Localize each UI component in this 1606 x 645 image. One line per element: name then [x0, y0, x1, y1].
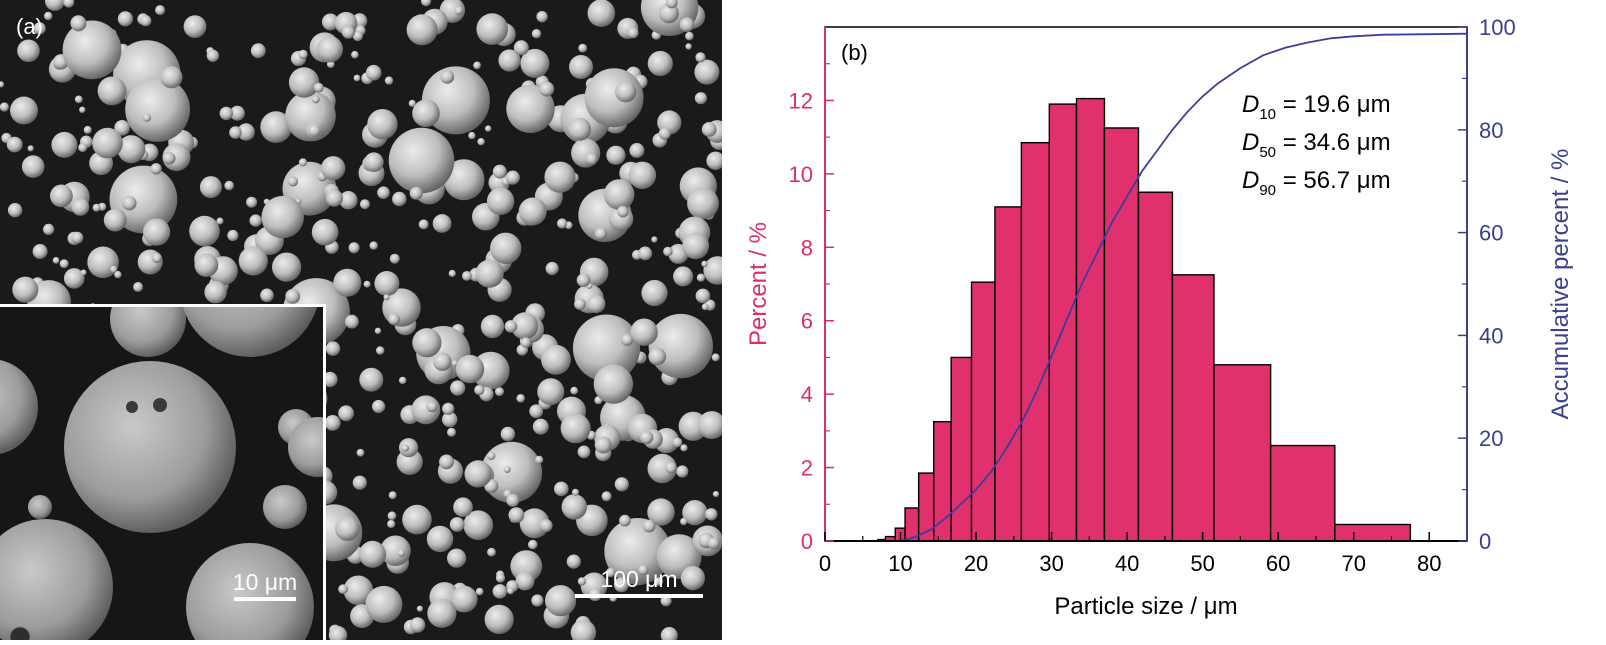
x-tick-label: 80	[1417, 551, 1441, 576]
panel-label-a: (a)	[16, 14, 43, 39]
d50-subscript: 50	[1259, 144, 1276, 161]
sem-micrograph-panel: (a) 10 μm 100 μm	[0, 0, 722, 640]
main-scale-bar: 100 μm	[572, 566, 706, 598]
d-value-annotations: D10 = 19.6 μm D50 = 34.6 μm D90 = 56.7 μ…	[1242, 91, 1391, 199]
main-scale-label: 100 μm	[600, 566, 678, 592]
inset-micrograph-image	[0, 307, 323, 640]
cumulative-curve	[900, 32, 1468, 542]
x-tick-label: 70	[1341, 551, 1365, 576]
x-tick-label: 20	[964, 551, 988, 576]
histogram-bar	[970, 281, 996, 542]
inset-scale-label: 10 μm	[232, 569, 298, 595]
d50-value: = 34.6 μm	[1276, 129, 1391, 156]
histogram-bar	[1334, 523, 1412, 542]
y-left-tick-label: 0	[801, 529, 813, 554]
y-left-tick-label: 12	[789, 88, 813, 113]
y-left-tick-label: 8	[801, 235, 813, 260]
x-tick-label: 60	[1266, 551, 1290, 576]
y-left-tick-label: 10	[789, 162, 813, 187]
histogram-bar	[1103, 127, 1140, 542]
d90-subscript: 90	[1259, 182, 1276, 199]
y-axis-left-label: Percent / %	[745, 222, 772, 346]
x-tick-label: 50	[1190, 551, 1214, 576]
y-right-tick-label: 40	[1479, 323, 1503, 348]
y-axis-right-label: Accumulative percent / %	[1547, 149, 1574, 420]
y-left-tick-label: 2	[801, 456, 813, 481]
y-right-tick-label: 20	[1479, 426, 1503, 451]
y-right-tick-label: 80	[1479, 118, 1503, 143]
particle-size-chart: 0 10 20 30 40 50 60 70 80 0 2 4 6 8 10 12 0 20 40 60 80 100 (…	[730, 0, 1606, 640]
histogram-bar	[933, 420, 952, 542]
d50-annotation: D50 = 34.6 μm	[1242, 129, 1391, 161]
x-tick-label: 30	[1039, 551, 1063, 576]
y-right-tick-label: 0	[1479, 529, 1491, 554]
inset-scale-bar: 10 μm	[215, 569, 315, 601]
inset-micrograph: 10 μm	[0, 304, 326, 640]
histogram-bar	[1269, 444, 1336, 542]
y-right-tick-label: 100	[1479, 15, 1516, 40]
d10-value: = 19.6 μm	[1276, 91, 1391, 118]
y-left-tick-label: 4	[801, 382, 813, 407]
x-tick-label: 10	[888, 551, 912, 576]
histogram-bar	[1075, 97, 1106, 542]
panel-label-b: (b)	[841, 40, 868, 65]
d50-symbol: D	[1242, 129, 1259, 156]
x-axis-label: Particle size / μm	[1054, 593, 1237, 620]
histogram-bar	[1213, 364, 1272, 542]
histogram-bar	[950, 356, 973, 542]
histogram-bar	[1171, 274, 1215, 542]
d10-annotation: D10 = 19.6 μm	[1242, 91, 1391, 123]
d90-symbol: D	[1242, 167, 1259, 194]
histogram-bar	[1020, 141, 1051, 542]
x-tick-label: 0	[819, 551, 831, 576]
y-left-tick-label: 6	[801, 309, 813, 334]
histogram-bar	[994, 206, 1023, 542]
histogram-bar	[917, 472, 935, 542]
d90-annotation: D90 = 56.7 μm	[1242, 167, 1391, 199]
histogram-bar	[1137, 191, 1174, 542]
x-tick-label: 40	[1115, 551, 1139, 576]
d10-symbol: D	[1242, 91, 1259, 118]
d10-subscript: 10	[1259, 106, 1276, 123]
y-right-tick-label: 60	[1479, 221, 1503, 246]
histogram-bar	[1048, 103, 1078, 542]
d90-value: = 56.7 μm	[1276, 167, 1391, 194]
chart-svg: 0 10 20 30 40 50 60 70 80 0 2 4 6 8 10 12 0 20 40 60 80 100 (…	[745, 15, 1574, 620]
